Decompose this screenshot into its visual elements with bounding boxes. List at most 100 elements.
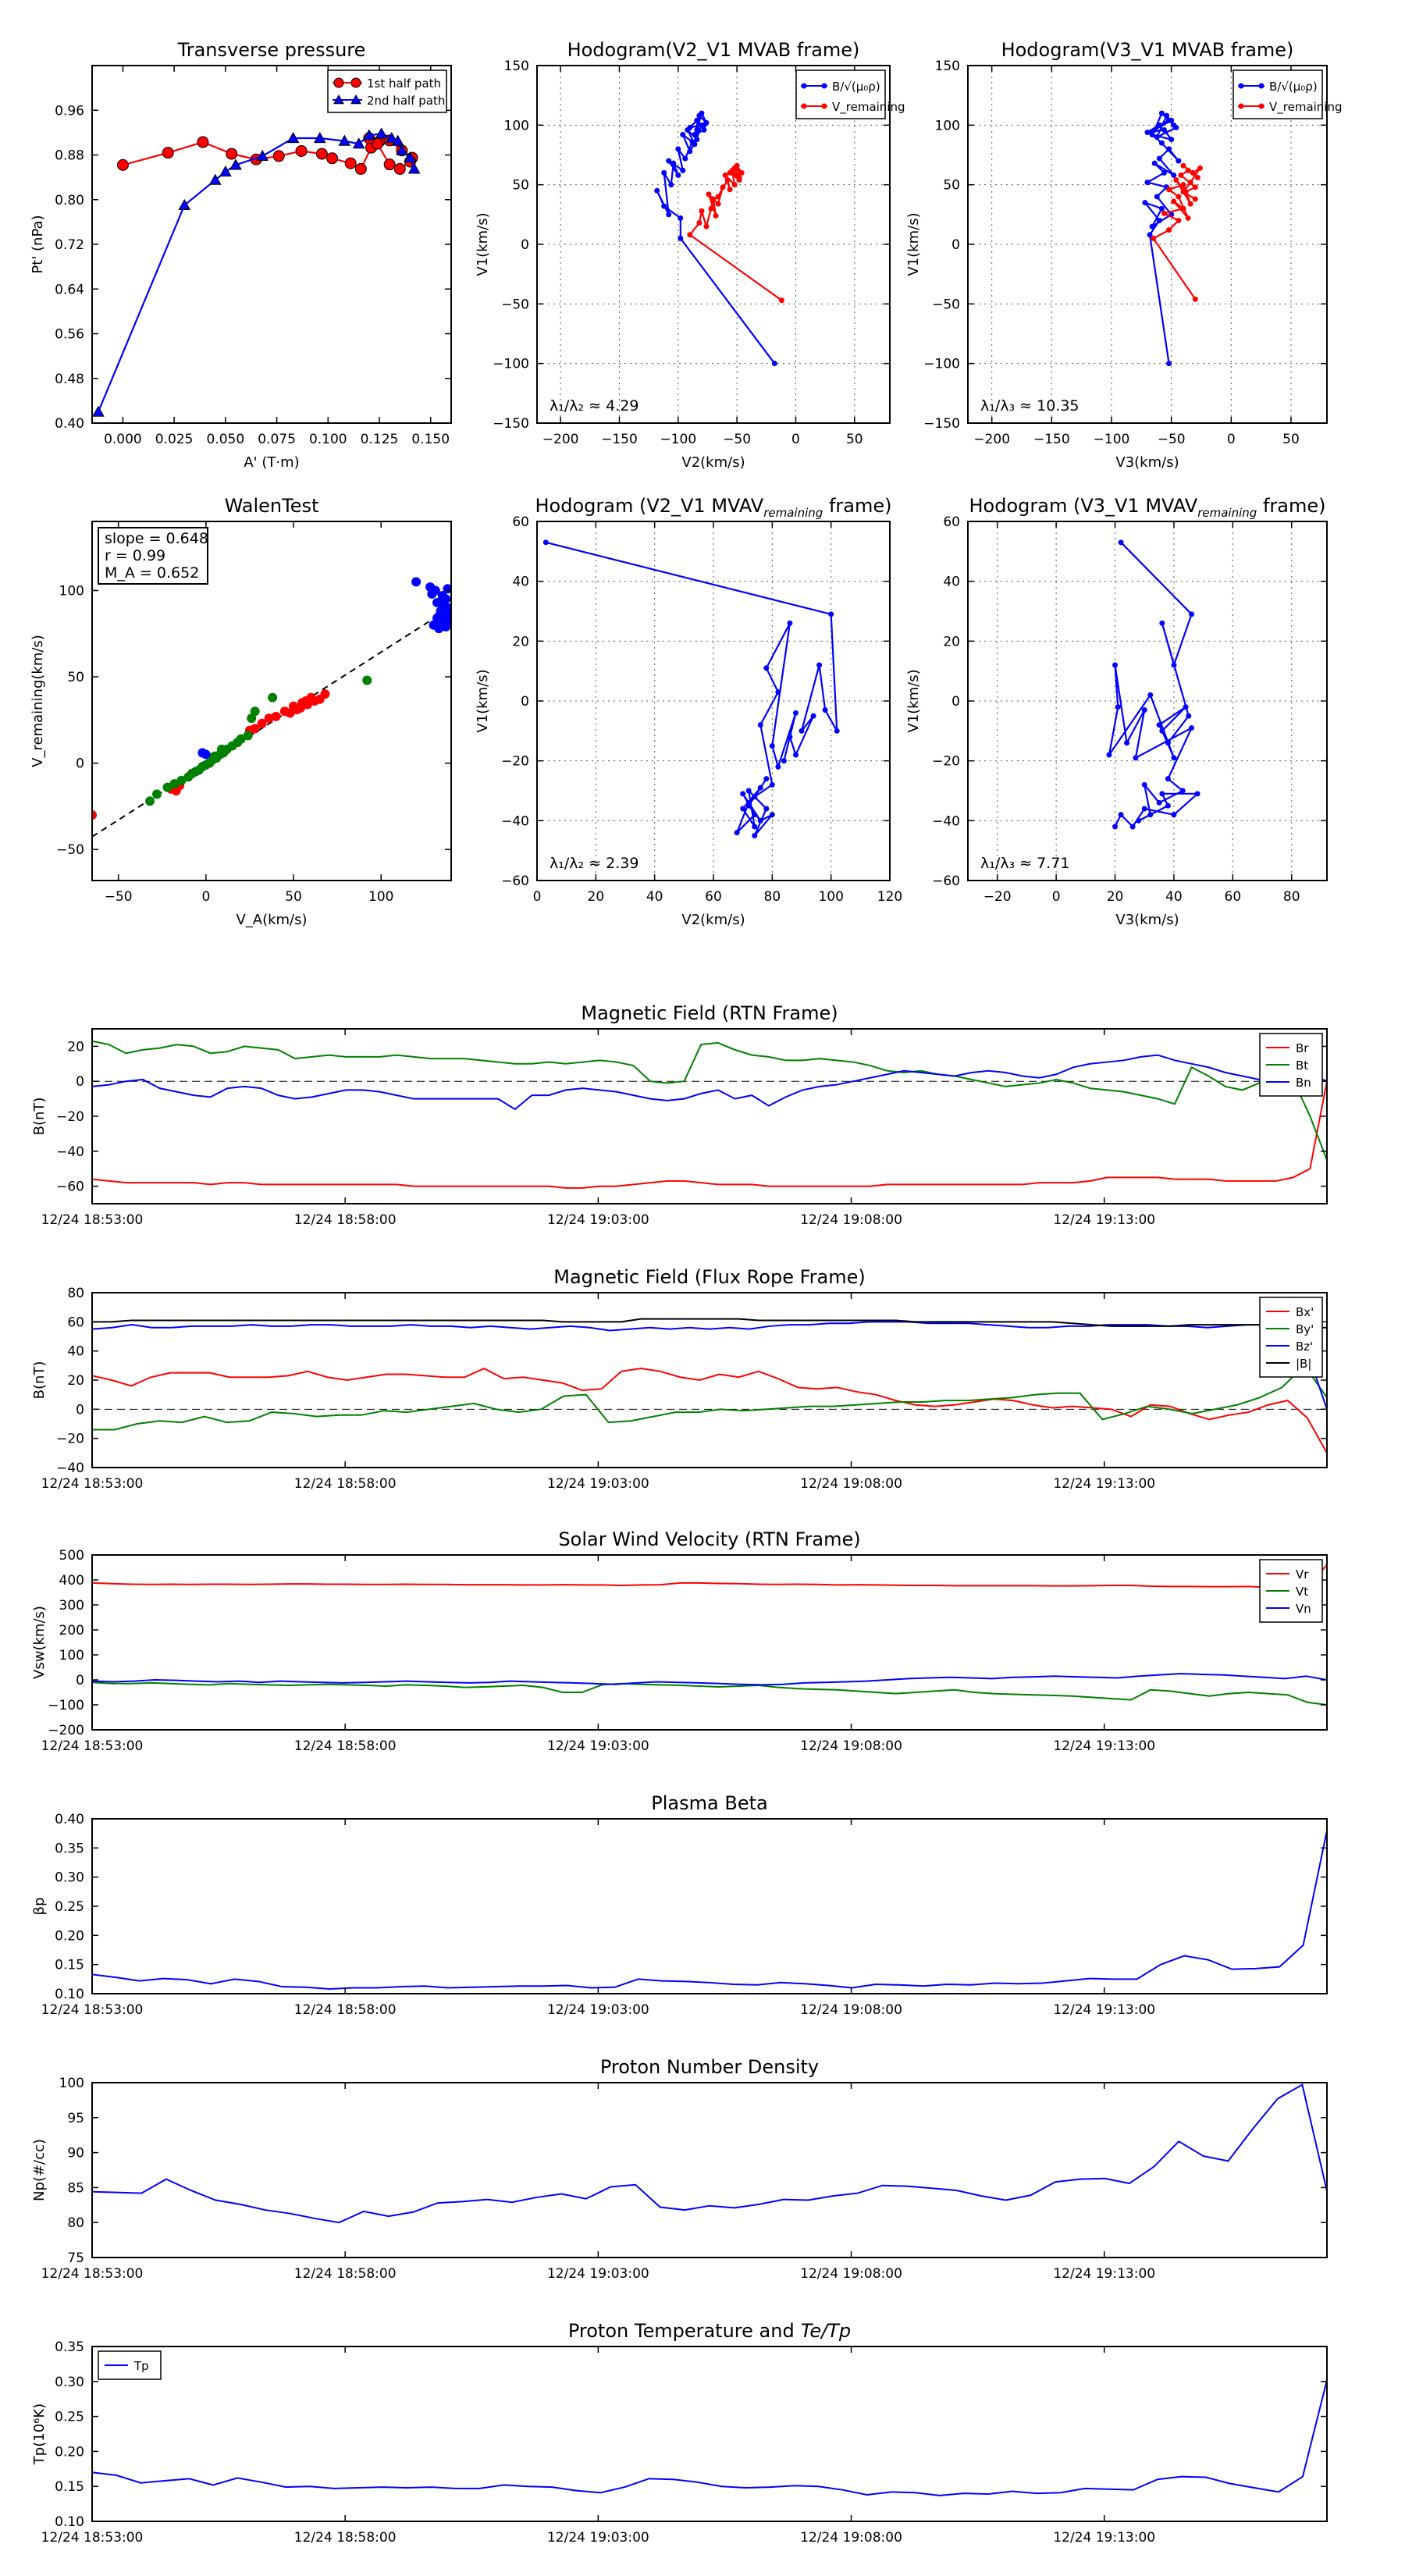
- chart-tp: 0.000 0.025 0.050 0.075 0.100 0.125 0.150 0.40 0…: [30, 39, 452, 471]
- y-tick-label: −60: [56, 1179, 84, 1195]
- data-point: [362, 675, 372, 685]
- y-tick-label: 95: [67, 2111, 84, 2126]
- data-area: [92, 2379, 1327, 2496]
- data-point: [226, 148, 238, 160]
- data-point: [1180, 162, 1186, 169]
- y-tick-label: −40: [56, 1144, 84, 1160]
- axes-frame: [91, 2346, 1328, 2522]
- legend-marker: [333, 77, 344, 88]
- x-tick-label: 12/24 19:08:00: [800, 2002, 902, 2018]
- data-point: [296, 703, 306, 713]
- y-axis-label: B(nT): [31, 1098, 48, 1136]
- data-point: [1164, 112, 1170, 119]
- y-tick-label: 0.20: [55, 2444, 84, 2460]
- data-area: [92, 2083, 1327, 2224]
- x-tick-label: −200: [973, 432, 1010, 447]
- y-tick-label: −60: [501, 873, 529, 889]
- data-point: [432, 597, 443, 607]
- data-point: [687, 148, 693, 155]
- x-tick-label: 12/24 18:58:00: [294, 1476, 397, 1492]
- x-tick-label: 0: [533, 889, 542, 905]
- data-point: [675, 172, 681, 178]
- data-point: [694, 117, 700, 123]
- data-point: [396, 144, 408, 155]
- data-point: [162, 147, 174, 159]
- legend: [327, 69, 447, 113]
- data-point: [326, 152, 339, 165]
- data-point: [437, 591, 447, 601]
- data-point: [1189, 725, 1195, 731]
- data-point: [295, 144, 308, 157]
- y-tick-label: 40: [67, 1344, 84, 1360]
- data-point: [731, 182, 738, 188]
- x-tick-label: 12/24 19:13:00: [1053, 1738, 1155, 1754]
- y-tick-label: −60: [932, 873, 960, 889]
- data-point: [1141, 707, 1147, 713]
- chart-h21: −200 −150 −100 −50 0 50 −150 −100 −50 0 50 100 150 Ho…: [475, 39, 905, 471]
- data-point: [176, 775, 187, 785]
- data-point: [1151, 160, 1158, 166]
- legend-marker: [350, 77, 361, 88]
- data-point: [1192, 296, 1198, 302]
- data-point: [1190, 169, 1196, 176]
- data-area: [92, 1564, 1327, 1706]
- y-tick-label: −100: [923, 357, 960, 372]
- data-point: [828, 611, 834, 617]
- data-point: [236, 734, 246, 744]
- data-point: [1154, 194, 1160, 200]
- x-tick-label: 50: [846, 432, 863, 447]
- data-point: [763, 806, 770, 812]
- data-point: [678, 215, 684, 221]
- y-tick-label: 0: [521, 694, 529, 710]
- chart-title: Hodogram(V3_V1 MVAB frame): [1001, 39, 1294, 61]
- data-point: [670, 160, 677, 166]
- chart-mag_rtn: 12/24 18:53:00 12/24 18:58:00 12/24 19:03:…: [31, 1002, 1328, 1228]
- data-point: [666, 212, 672, 218]
- data-point: [715, 201, 721, 207]
- data-point: [1147, 812, 1154, 818]
- series-line-beta-0: [92, 1830, 1327, 1991]
- data-point: [752, 824, 758, 830]
- x-tick-label: 120: [877, 889, 902, 905]
- series-line-vsw-1: [92, 1681, 1327, 1706]
- series-line-h31-0: [1142, 112, 1179, 364]
- data-point: [145, 796, 155, 806]
- data-point: [152, 789, 162, 799]
- chart-np: 12/24 18:53:00 12/24 18:58:00 12/24 19:03:…: [31, 2056, 1328, 2282]
- data-point: [271, 711, 281, 721]
- y-tick-label: 100: [59, 583, 84, 599]
- data-point: [816, 662, 823, 668]
- data-point: [243, 731, 253, 741]
- data-point: [116, 158, 129, 171]
- chart-mag_fr: 12/24 18:53:00 12/24 18:58:00 12/24 19:03:…: [31, 1266, 1328, 1492]
- chart-h31r: −20 0 20 40 60 80 −60 −40 −20 0 20 40 60 Hodogram (V3…: [905, 495, 1328, 928]
- data-point: [439, 601, 450, 611]
- data-point: [692, 141, 698, 148]
- data-point: [703, 223, 710, 229]
- data-point: [1136, 817, 1142, 824]
- y-tick-label: −150: [923, 416, 960, 432]
- series-line-mag_fr-2: [92, 1321, 1327, 1410]
- data-point: [1141, 781, 1147, 788]
- chart-h31: −200 −150 −100 −50 0 50 −150 −100 −50 0 50 100 150 Ho…: [905, 39, 1343, 471]
- data-area: [542, 539, 840, 838]
- x-axis-label: V2(km/s): [681, 912, 745, 928]
- legend-marker: [801, 83, 807, 89]
- y-tick-label: 50: [67, 670, 84, 685]
- data-point: [264, 713, 274, 724]
- legend-label: By': [1296, 1322, 1314, 1336]
- data-point: [775, 763, 781, 770]
- data-point: [210, 751, 220, 761]
- x-tick-label: −200: [542, 432, 579, 447]
- x-tick-label: 0.000: [104, 432, 142, 447]
- data-point: [769, 781, 775, 788]
- series-line-np-0: [92, 2083, 1327, 2224]
- y-axis-label: βp: [31, 1898, 48, 1916]
- data-point: [1192, 184, 1198, 190]
- y-tick-label: 150: [935, 59, 960, 74]
- y-tick-label: 150: [504, 59, 529, 74]
- data-point: [1156, 122, 1162, 128]
- y-axis-label: V_remaining(km/s): [30, 635, 46, 767]
- data-point: [1118, 812, 1124, 818]
- data-point: [708, 205, 714, 212]
